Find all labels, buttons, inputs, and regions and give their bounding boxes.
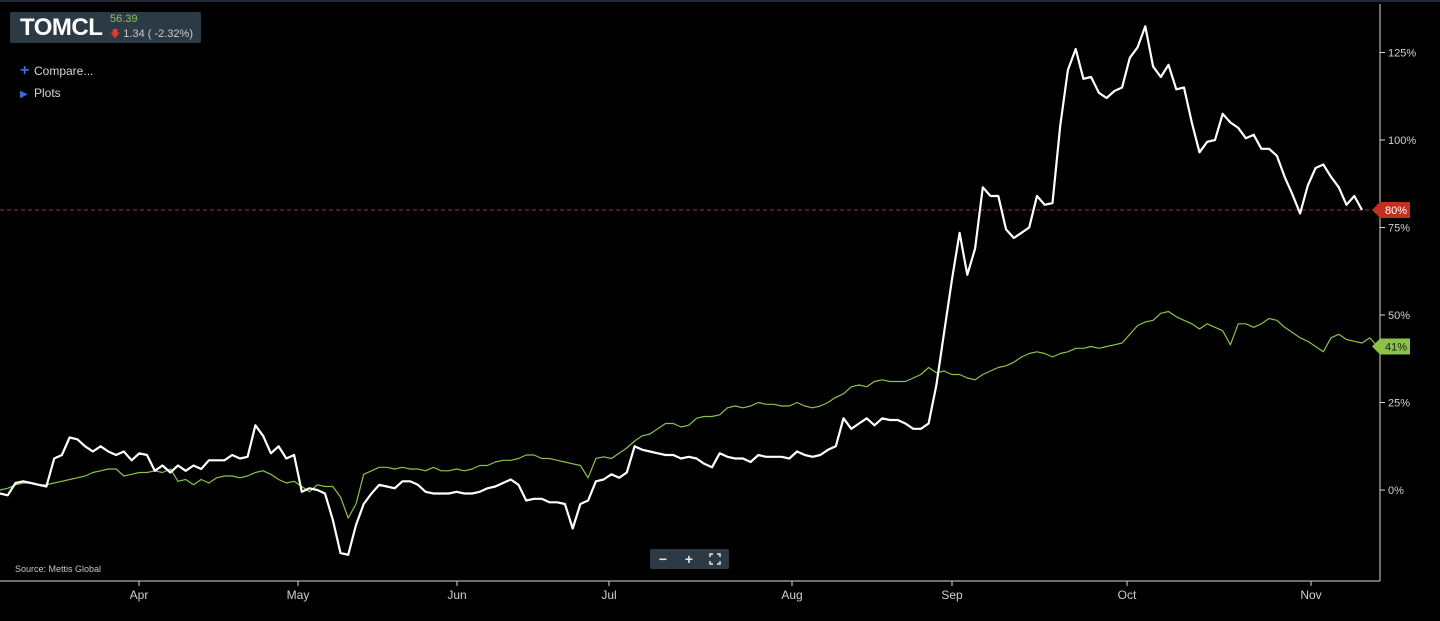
ticker-change-text: 1.34 ( -2.32%) — [123, 28, 193, 40]
ticker-price: 56.39 — [110, 13, 138, 25]
y-tick-label: 75% — [1388, 223, 1410, 235]
plus-icon: + — [684, 551, 694, 567]
plots-button[interactable]: ▶ Plots — [20, 86, 61, 100]
x-tick-label: Nov — [1300, 588, 1321, 602]
y-tick-label: 25% — [1388, 398, 1410, 410]
x-tick-label: Sep — [941, 588, 963, 602]
fullscreen-icon — [709, 553, 721, 565]
y-tick-label: 125% — [1388, 48, 1416, 60]
x-tick-label: Oct — [1118, 588, 1137, 602]
last-value-badges: 80% 41% — [1372, 202, 1410, 355]
y-tick-layer: 0% 25% 50% 75% 100% 125% — [1380, 48, 1416, 497]
y-tick-label: 100% — [1388, 135, 1416, 147]
y-tick-label: 0% — [1388, 485, 1404, 497]
benchmark-series-line — [0, 310, 1378, 519]
plots-label: Plots — [34, 86, 61, 100]
x-tick-layer: Apr May Jun Jul Aug Sep Oct Nov — [130, 581, 1322, 602]
minus-icon: − — [658, 551, 668, 567]
x-tick-label: Apr — [130, 588, 149, 602]
x-tick-label: May — [287, 588, 310, 602]
series-layer — [0, 25, 1378, 556]
zoom-in-button[interactable]: + — [677, 549, 701, 569]
x-tick-label: Aug — [781, 588, 802, 602]
x-tick-label: Jul — [601, 588, 616, 602]
x-tick-label: Jun — [447, 588, 466, 602]
last-value-badge — [1372, 338, 1410, 355]
last-value-label: 41% — [1385, 342, 1407, 354]
zoom-controls: − + — [650, 549, 729, 569]
last-value-label: 80% — [1385, 205, 1407, 217]
ticker-symbol: TOMCL — [20, 14, 103, 41]
y-tick-label: 50% — [1388, 310, 1410, 322]
compare-button[interactable]: + Compare... — [20, 62, 93, 80]
plus-icon: + — [20, 62, 30, 79]
source-label: Source: Mettis Global — [15, 564, 102, 574]
ticker-change: 🡇 1.34 ( -2.32%) — [110, 27, 193, 44]
fullscreen-button[interactable] — [703, 549, 727, 569]
compare-label: Compare... — [34, 64, 94, 78]
play-triangle-icon: ▶ — [20, 89, 28, 100]
tomcl-series-line — [0, 25, 1363, 556]
last-value-badge — [1372, 202, 1410, 218]
ticker-panel: TOMCL 56.39 🡇 1.34 ( -2.32%) — [10, 12, 201, 43]
down-arrow-icon: 🡇 — [110, 29, 121, 40]
zoom-out-button[interactable]: − — [651, 549, 675, 569]
